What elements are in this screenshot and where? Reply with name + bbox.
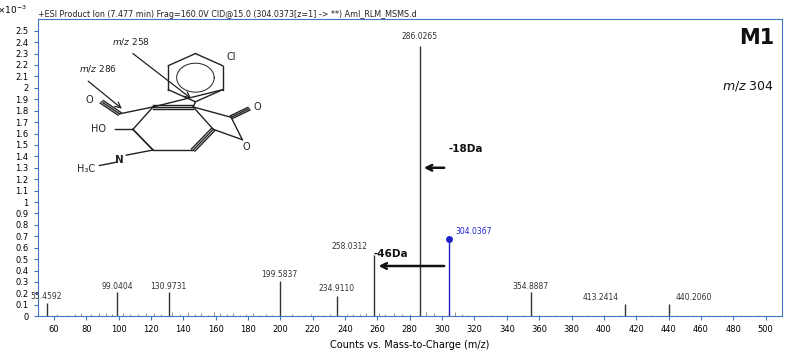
Text: 440.2060: 440.2060 bbox=[675, 293, 712, 302]
X-axis label: Counts vs. Mass-to-Charge (m/z): Counts vs. Mass-to-Charge (m/z) bbox=[330, 340, 490, 350]
Text: 55.4592: 55.4592 bbox=[31, 292, 62, 301]
Text: 413.2414: 413.2414 bbox=[582, 293, 619, 302]
Text: 286.0265: 286.0265 bbox=[402, 32, 438, 41]
Text: 354.8887: 354.8887 bbox=[512, 281, 549, 291]
Text: -18Da: -18Da bbox=[449, 144, 483, 154]
Text: $\times10^{-3}$: $\times10^{-3}$ bbox=[0, 4, 27, 16]
Text: 130.9731: 130.9731 bbox=[151, 281, 187, 291]
Text: 99.0404: 99.0404 bbox=[101, 281, 133, 291]
Text: $\it{m/z}$ 304: $\it{m/z}$ 304 bbox=[722, 79, 774, 93]
Text: 234.9110: 234.9110 bbox=[319, 284, 354, 293]
Text: 304.0367: 304.0367 bbox=[455, 227, 491, 236]
Text: M1: M1 bbox=[739, 28, 774, 48]
Text: 199.5837: 199.5837 bbox=[262, 269, 298, 279]
Text: 258.0312: 258.0312 bbox=[332, 242, 368, 251]
Text: +ESI Product Ion (7.477 min) Frag=160.0V CID@15.0 (304.0373[z=1] -> **) AmI_RLM_: +ESI Product Ion (7.477 min) Frag=160.0V… bbox=[38, 10, 417, 18]
Text: -46Da: -46Da bbox=[373, 249, 408, 259]
